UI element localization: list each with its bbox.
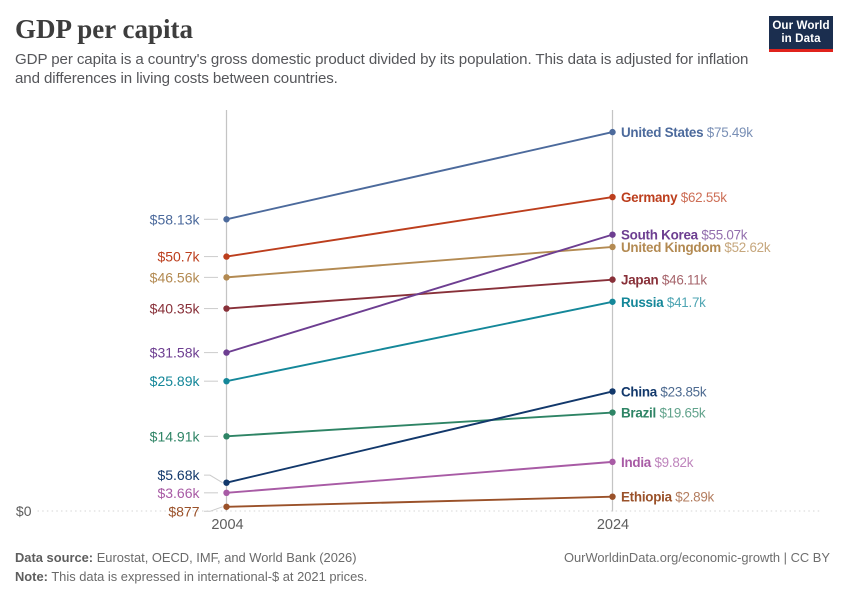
start-value-label-india[interactable]: $3.66k [157, 485, 200, 501]
label-connector-china [204, 474, 223, 484]
footer-source-line: Data source: Eurostat, OECD, IMF, and Wo… [15, 549, 367, 568]
dot-start-united-states[interactable] [223, 216, 230, 223]
x-tick-label-2024: 2024 [597, 517, 629, 533]
owid-logo-line1: Our World [772, 19, 830, 33]
series-line-russia[interactable] [226, 300, 613, 383]
dot-start-brazil[interactable] [223, 433, 230, 440]
dot-end-china[interactable] [609, 388, 616, 395]
end-label-united-kingdom[interactable]: United Kingdom $52.62k [621, 239, 771, 254]
dot-end-japan[interactable] [609, 276, 616, 283]
owid-logo-line2: in Data [781, 31, 821, 45]
dot-end-ethiopia[interactable] [609, 493, 616, 500]
start-value-label-germany[interactable]: $50.7k [157, 249, 200, 265]
footer-source-text: Eurostat, OECD, IMF, and World Bank (202… [96, 550, 357, 565]
dot-start-germany[interactable] [223, 253, 230, 260]
dot-start-united-kingdom[interactable] [223, 274, 230, 281]
start-value-label-ethiopia[interactable]: $877 [168, 503, 199, 519]
end-label-japan[interactable]: Japan $46.11k [621, 272, 708, 287]
footer-link[interactable]: OurWorldinData.org/economic-growth | CC … [563, 550, 830, 565]
series-line-united-kingdom[interactable] [226, 245, 613, 279]
owid-logo[interactable]: Our World in Data [769, 16, 833, 52]
page-title: GDP per capita [15, 14, 193, 44]
y-axis-zero-label: $0 [16, 503, 32, 519]
series-line-germany[interactable] [226, 196, 613, 258]
start-value-label-united-kingdom[interactable]: $46.56k [150, 269, 201, 285]
dot-end-brazil[interactable] [609, 409, 616, 416]
dot-start-south-korea[interactable] [223, 349, 230, 356]
footer-note-text: This data is expressed in international-… [51, 568, 368, 584]
start-value-label-south-korea[interactable]: $31.58k [150, 345, 201, 361]
end-label-united-states[interactable]: United States $75.49k [621, 125, 754, 140]
series-line-china[interactable] [226, 390, 613, 484]
dot-end-india[interactable] [609, 458, 616, 466]
end-label-brazil[interactable]: Brazil $19.65k [621, 405, 706, 420]
end-label-china[interactable]: China $23.85k [621, 384, 707, 399]
label-connector-ethiopia [204, 506, 223, 512]
series-line-south-korea[interactable] [226, 233, 613, 354]
dot-end-south-korea[interactable] [609, 231, 616, 238]
dot-start-china[interactable] [223, 479, 230, 486]
dot-start-india[interactable] [223, 489, 230, 497]
dot-start-ethiopia[interactable] [223, 503, 230, 510]
dot-start-russia[interactable] [223, 377, 230, 385]
chart-subtitle: GDP per capita is a country's gross dome… [15, 51, 749, 88]
end-label-ethiopia[interactable]: Ethiopia $2.89k [621, 489, 715, 504]
footer-note-line: Note: This data is expressed in internat… [15, 568, 367, 587]
dot-end-united-kingdom[interactable] [609, 243, 616, 251]
series-line-ethiopia[interactable] [226, 495, 613, 508]
start-value-label-united-states[interactable]: $58.13k [150, 211, 201, 227]
end-label-germany[interactable]: Germany $62.55k [621, 190, 727, 205]
dot-end-russia[interactable] [609, 298, 616, 305]
series-line-united-states[interactable] [226, 131, 613, 221]
dot-end-germany[interactable] [609, 193, 616, 201]
start-value-label-brazil[interactable]: $14.91k [150, 428, 201, 444]
start-value-label-japan[interactable]: $40.35k [150, 301, 201, 317]
end-label-south-korea[interactable]: South Korea $55.07k [621, 227, 748, 242]
series-line-brazil[interactable] [226, 411, 613, 438]
footer-note-label: Note: [15, 568, 48, 584]
dot-end-united-states[interactable] [609, 128, 616, 136]
dot-start-japan[interactable] [223, 305, 230, 312]
end-label-russia[interactable]: Russia $41.7k [621, 294, 706, 309]
end-label-india[interactable]: India $9.82k [621, 454, 694, 469]
x-tick-label-2004: 2004 [211, 517, 243, 533]
start-value-label-russia[interactable]: $25.89k [150, 373, 201, 389]
series-line-india[interactable] [226, 460, 613, 494]
start-value-label-china[interactable]: $5.68k [157, 467, 200, 483]
footer-source-label: Data source: [15, 550, 94, 565]
footer-source-note: Data source: Eurostat, OECD, IMF, and Wo… [15, 549, 367, 586]
